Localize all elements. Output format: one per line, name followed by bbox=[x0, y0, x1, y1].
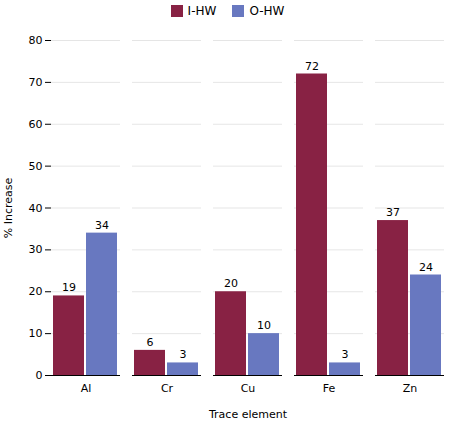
svg-text:40: 40 bbox=[29, 202, 43, 215]
svg-text:37: 37 bbox=[386, 206, 400, 219]
svg-text:Cu: Cu bbox=[241, 382, 256, 395]
svg-text:6: 6 bbox=[147, 336, 154, 349]
svg-text:Al: Al bbox=[81, 382, 92, 395]
svg-text:20: 20 bbox=[224, 277, 238, 290]
svg-text:34: 34 bbox=[95, 219, 109, 232]
svg-text:Fe: Fe bbox=[323, 382, 336, 395]
svg-text:30: 30 bbox=[29, 243, 43, 256]
svg-text:24: 24 bbox=[419, 261, 433, 274]
svg-text:10: 10 bbox=[29, 327, 43, 340]
svg-text:19: 19 bbox=[62, 281, 76, 294]
svg-text:Trace element: Trace element bbox=[208, 408, 288, 421]
html-text:I-HW: I-HW bbox=[187, 4, 217, 18]
html-text:O-HW: O-HW bbox=[249, 4, 285, 18]
svg-text:Cr: Cr bbox=[161, 382, 174, 395]
svg-text:% Increase: % Increase bbox=[2, 178, 15, 239]
svg-text:50: 50 bbox=[29, 160, 43, 173]
svg-text:3: 3 bbox=[180, 348, 187, 361]
svg-text:80: 80 bbox=[29, 34, 43, 47]
svg-text:60: 60 bbox=[29, 118, 43, 131]
svg-text:3: 3 bbox=[342, 348, 349, 361]
svg-text:20: 20 bbox=[29, 285, 43, 298]
svg-text:0: 0 bbox=[36, 369, 43, 382]
svg-text:Zn: Zn bbox=[403, 382, 418, 395]
svg-text:72: 72 bbox=[305, 60, 319, 73]
svg-text:10: 10 bbox=[257, 319, 271, 332]
svg-text:70: 70 bbox=[29, 76, 43, 89]
